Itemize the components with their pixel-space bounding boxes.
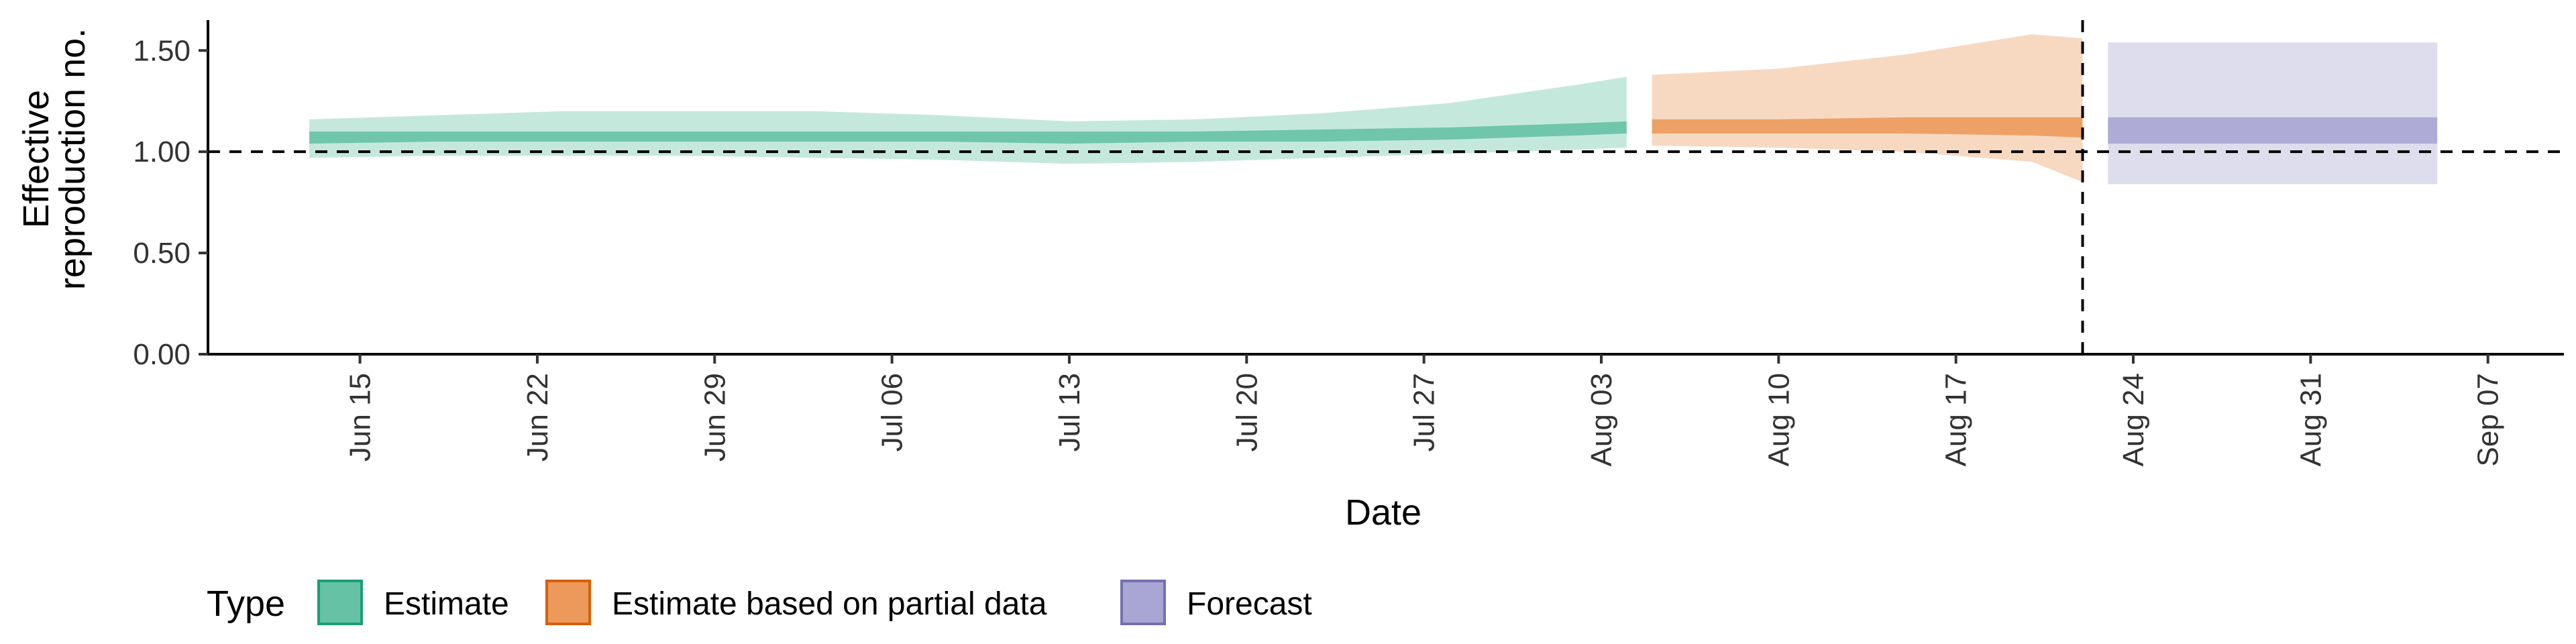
- y-tick-label: 1.50: [133, 34, 191, 67]
- y-axis-title-line1: Effective: [16, 90, 56, 228]
- y-tick-label: 0.50: [133, 237, 191, 270]
- axes: 0.00 0.50 1.00 1.50 Jun 15 Jun 22 Jun 29 Jul 06…: [133, 20, 2564, 466]
- x-tick-label: Jun 22: [521, 373, 554, 462]
- x-tick-label: Jul 20: [1230, 373, 1263, 451]
- x-tick-label: Jul 06: [876, 373, 909, 451]
- legend-title: Type: [207, 584, 285, 624]
- x-tick-label: Sep 07: [2472, 373, 2505, 466]
- x-tick-label: Jul 27: [1408, 373, 1441, 451]
- x-tick-label: Aug 10: [1762, 373, 1795, 466]
- y-tick-label: 0.00: [133, 338, 191, 371]
- y-axis-title: Effective reproduction no.: [16, 28, 93, 290]
- band-50-estimate-based-on-partial-data: [1652, 117, 2083, 138]
- plot-area: [208, 20, 2564, 354]
- x-tick-label: Aug 17: [1940, 373, 1973, 466]
- legend-key-estimate: [317, 580, 363, 625]
- band-90-estimate: [309, 76, 1627, 164]
- x-tick-label: Aug 31: [2294, 373, 2327, 466]
- y-tick-label: 1.00: [133, 136, 191, 168]
- band-50-forecast: [2108, 117, 2438, 144]
- legend-key-partial: [545, 580, 591, 625]
- x-axis-title: Date: [1345, 492, 1421, 533]
- legend-label-estimate: Estimate: [384, 586, 509, 622]
- band-50-estimate: [309, 121, 1627, 144]
- band-90-forecast: [2108, 42, 2438, 184]
- legend-key-forecast: [1120, 580, 1166, 625]
- x-tick-label: Jun 15: [344, 373, 377, 462]
- legend-label-partial: Estimate based on partial data: [612, 586, 1047, 622]
- band-90-estimate-based-on-partial-data: [1652, 34, 2083, 182]
- legend: Type Estimate Estimate based on partial …: [207, 580, 1312, 625]
- x-tick-label: Jul 13: [1053, 373, 1086, 451]
- y-axis-title-line2: reproduction no.: [52, 28, 93, 290]
- x-tick-label: Aug 03: [1585, 373, 1618, 466]
- x-tick-label: Jun 29: [698, 373, 731, 462]
- legend-label-forecast: Forecast: [1187, 586, 1312, 622]
- x-tick-label: Aug 24: [2117, 373, 2150, 466]
